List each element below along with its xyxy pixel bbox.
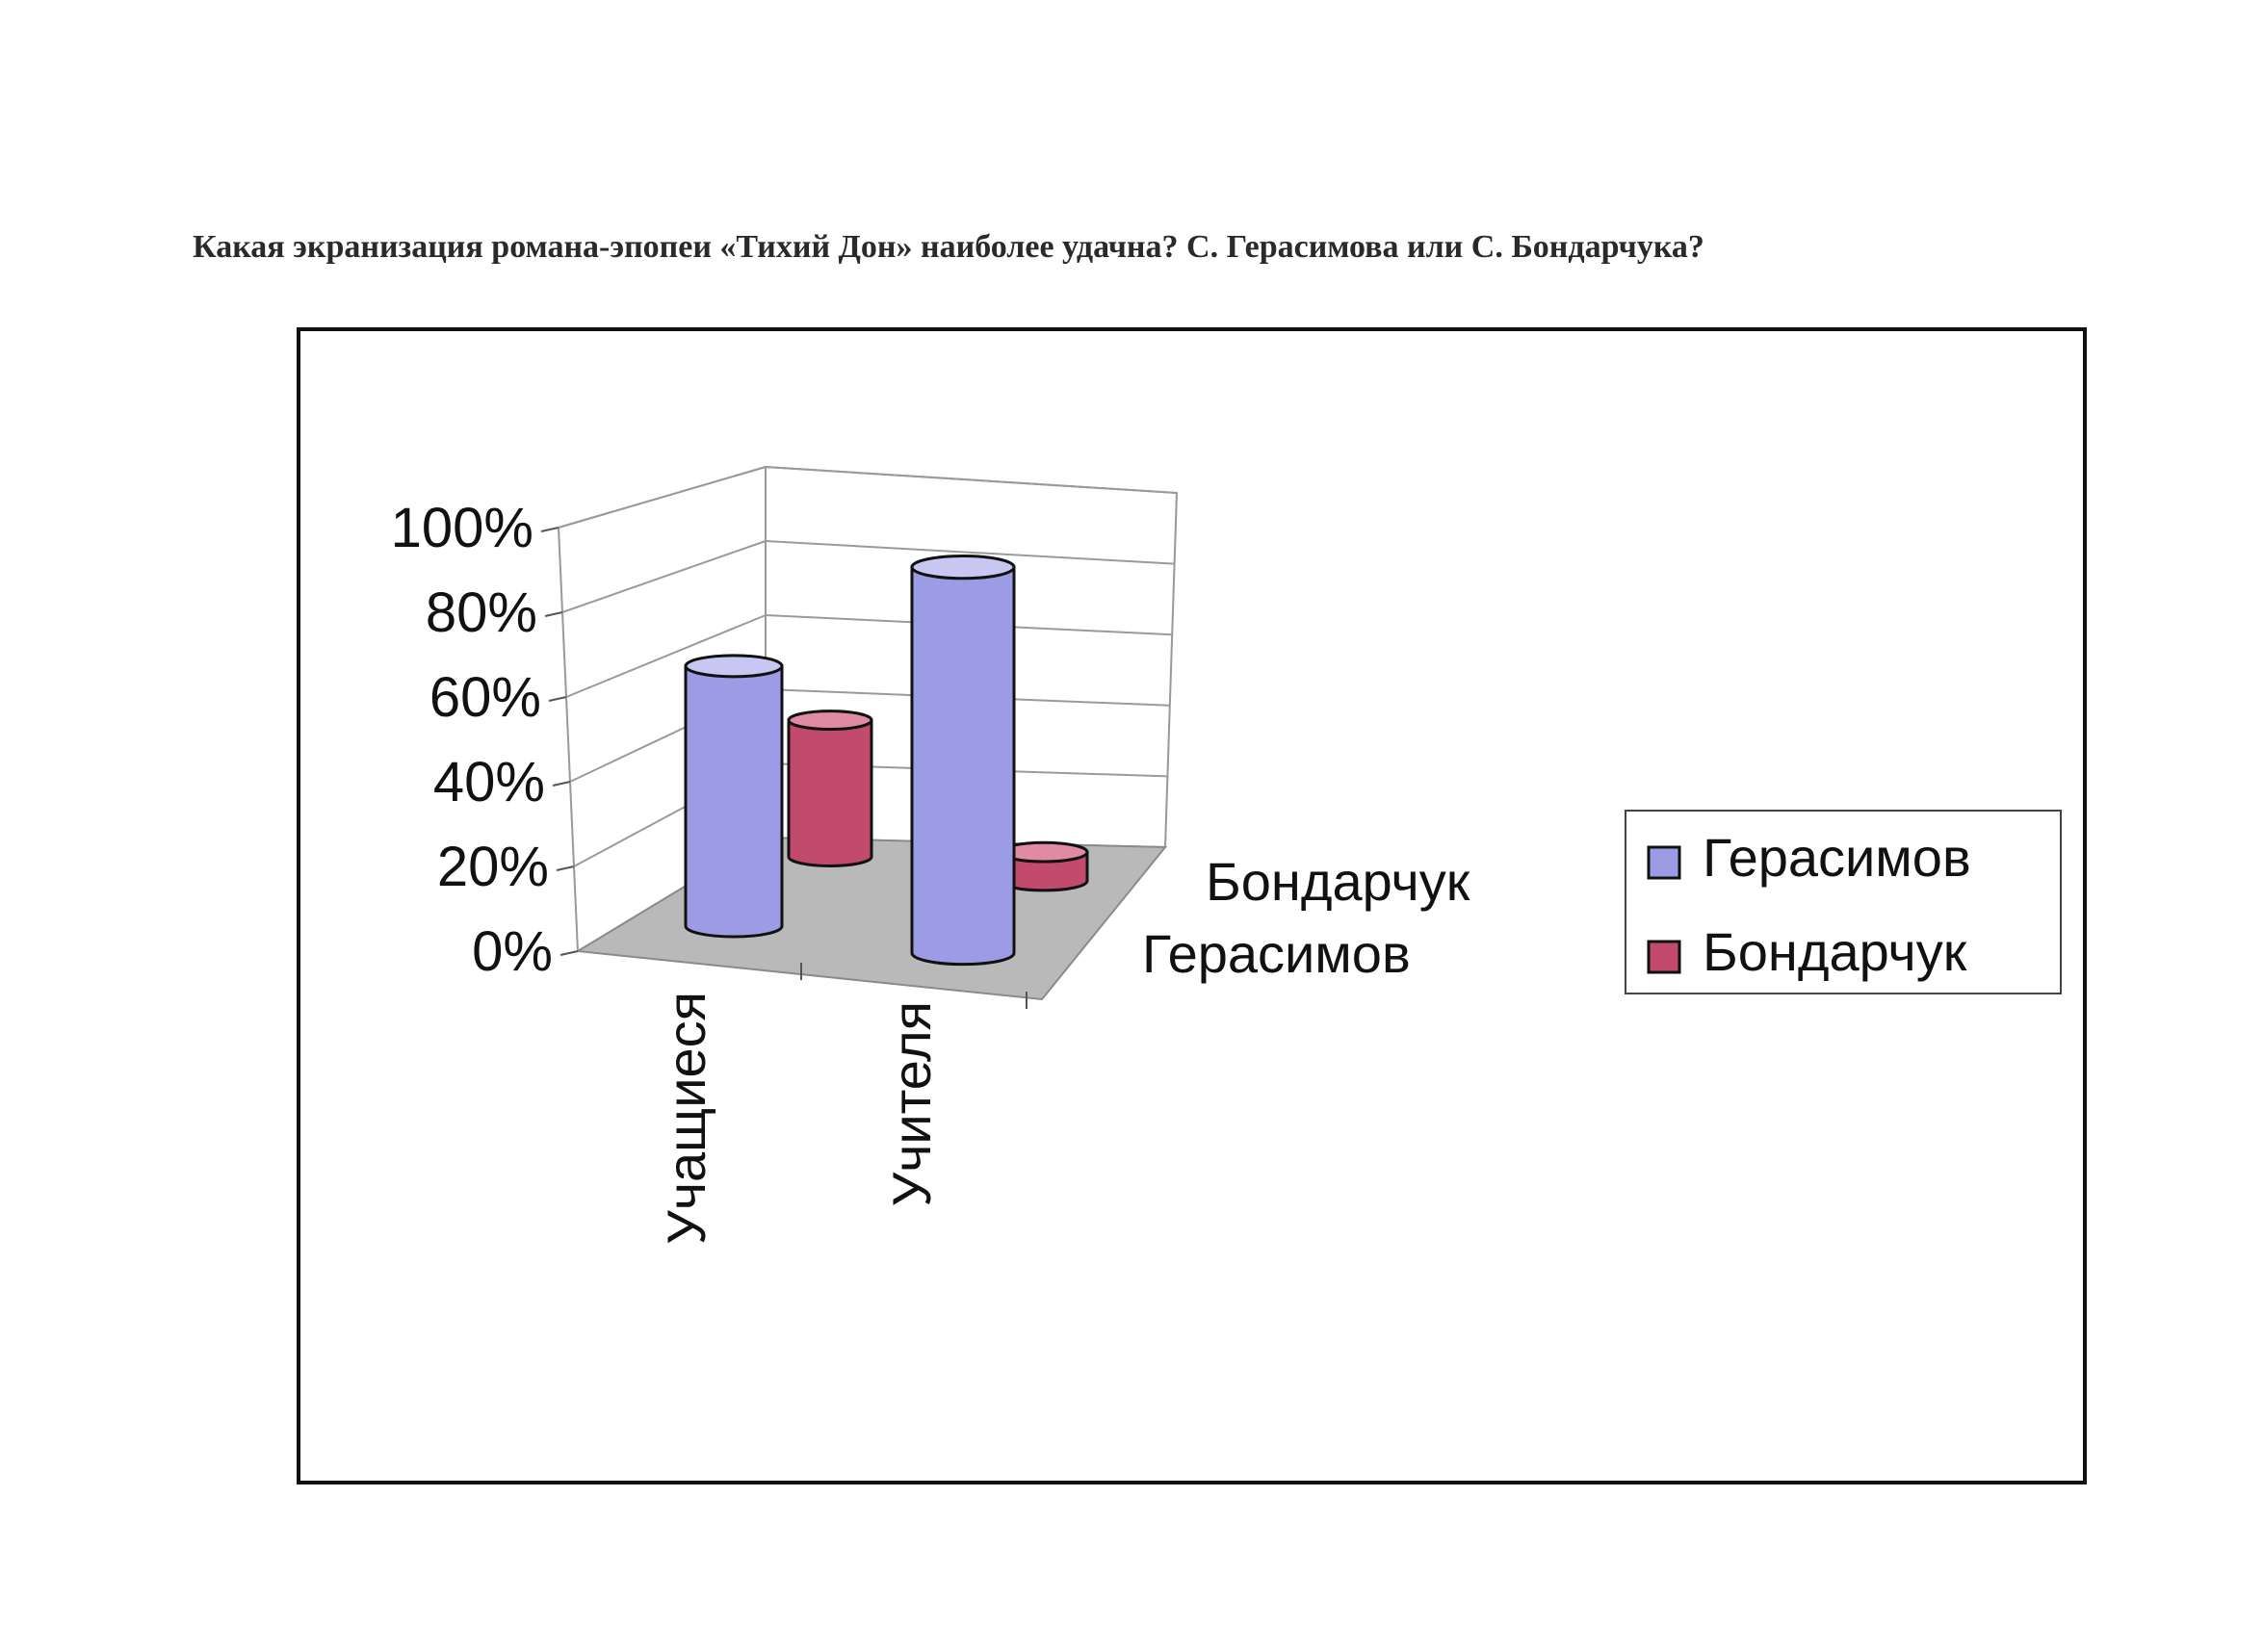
bar-body bbox=[684, 664, 784, 939]
x-tick-label: Учителя bbox=[881, 1001, 942, 1206]
y-tick-mark bbox=[544, 611, 563, 617]
bar-body bbox=[787, 718, 873, 867]
gridline bbox=[765, 540, 1175, 565]
legend-swatch-gerasimov bbox=[1647, 845, 1681, 880]
plot-area: 0% 20% 40% 60% 80% 100% Учащиеся Учителя Бонда… bbox=[391, 465, 1470, 1245]
x-axis: Учащиеся Учителя bbox=[656, 963, 1027, 1245]
gridline bbox=[558, 466, 767, 529]
y-tick-label: 80% bbox=[426, 581, 537, 644]
depth-axis: Бондарчук Герасимов bbox=[1142, 851, 1470, 984]
legend-box bbox=[1625, 810, 2062, 994]
y-tick-label: 0% bbox=[472, 920, 553, 983]
legend-label-bondarchuk: Бондарчук bbox=[1703, 921, 1967, 982]
page-heading: Какая экранизация романа-эпопеи «Тихий Д… bbox=[193, 229, 1704, 265]
legend-swatch-bondarchuk bbox=[1647, 940, 1681, 974]
x-tick-label: Учащиеся bbox=[656, 992, 716, 1245]
gridline bbox=[765, 466, 1178, 494]
bar-gerasimov-students bbox=[684, 654, 784, 939]
depth-label: Герасимов bbox=[1142, 923, 1411, 984]
y-tick-label: 60% bbox=[429, 666, 541, 729]
gridline bbox=[565, 614, 767, 698]
bar-top bbox=[787, 710, 873, 732]
bar-top bbox=[910, 554, 1016, 581]
legend: Герасимов Бондарчук bbox=[1625, 810, 2062, 994]
bar-top bbox=[684, 654, 784, 679]
y-tick-mark bbox=[556, 865, 575, 871]
y-tick-label: 40% bbox=[433, 751, 545, 813]
y-tick-label: 20% bbox=[437, 836, 549, 898]
y-tick-label: 100% bbox=[391, 497, 533, 559]
gridline bbox=[561, 540, 767, 613]
y-tick-mark bbox=[548, 696, 567, 702]
y-tick-mark bbox=[540, 527, 559, 532]
bar-body bbox=[910, 565, 1016, 967]
bar-bondarchuk-students bbox=[787, 710, 873, 867]
bars bbox=[684, 554, 1089, 967]
legend-label-gerasimov: Герасимов bbox=[1703, 827, 1971, 888]
y-tick-mark bbox=[552, 781, 571, 787]
bar-bondarchuk-teachers bbox=[999, 840, 1089, 892]
y-tick-mark bbox=[559, 950, 579, 956]
y-axis: 0% 20% 40% 60% 80% 100% bbox=[391, 497, 579, 983]
depth-label: Бондарчук bbox=[1206, 851, 1470, 912]
bar-gerasimov-teachers bbox=[910, 554, 1016, 967]
